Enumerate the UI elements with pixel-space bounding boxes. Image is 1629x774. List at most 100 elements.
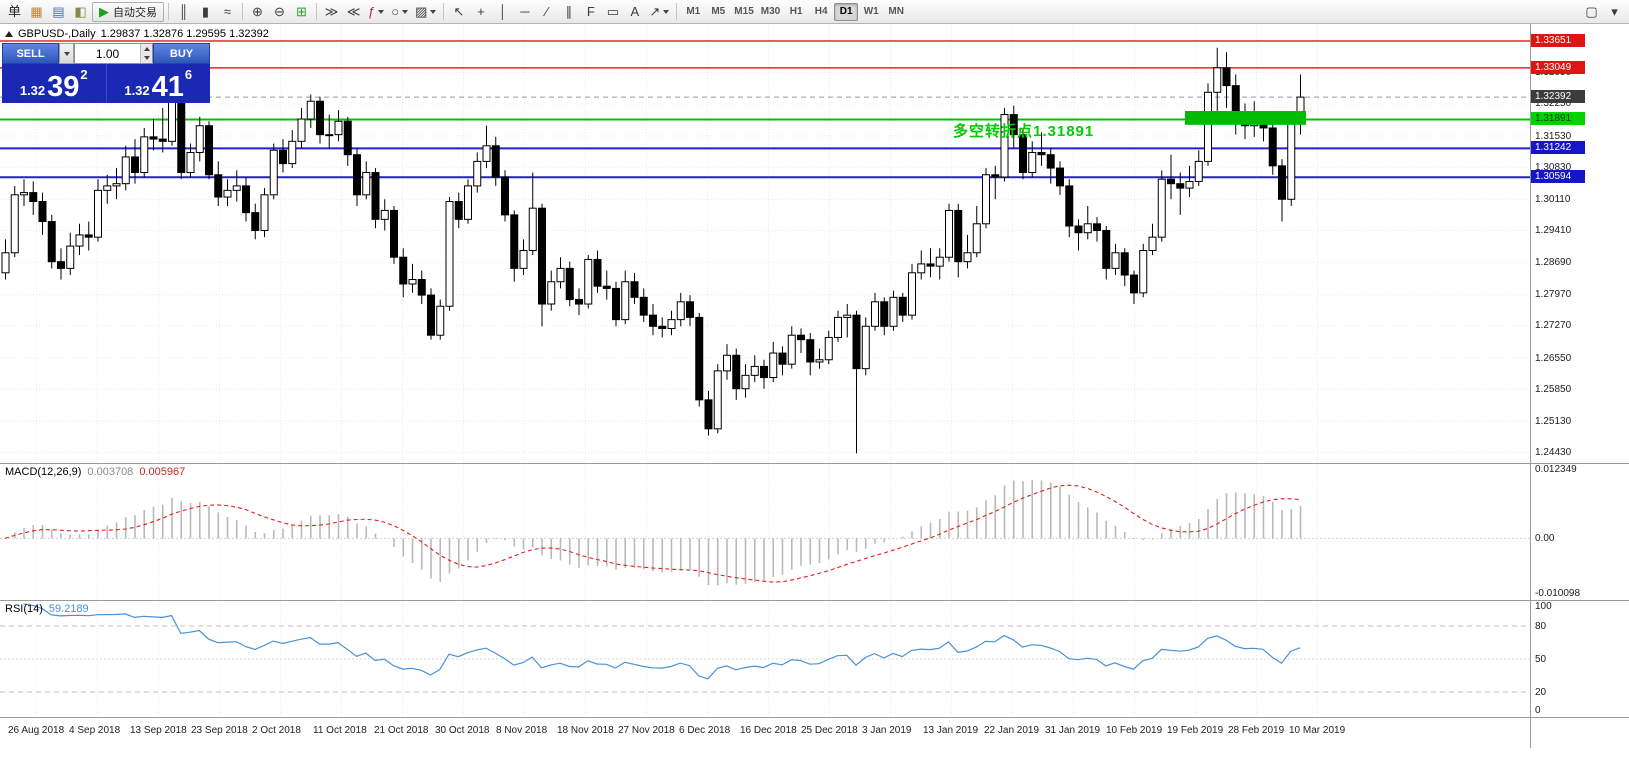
price-tag: 1.33049 [1531, 60, 1585, 74]
rsi-panel[interactable]: RSI(14) 59.2189 [0, 601, 1530, 717]
date-label: 2 Oct 2018 [252, 725, 301, 736]
price-tick-label: 1.30110 [1535, 193, 1571, 205]
bid-price-point: 2 [80, 67, 88, 82]
panel-separator[interactable] [0, 463, 1629, 464]
trendline-icon[interactable]: ∕ [545, 4, 548, 19]
templates-icon[interactable]: ▨ [412, 2, 439, 22]
bid-price-button[interactable]: 1.32 39 2 [2, 64, 107, 103]
horizontal-line-icon[interactable]: ─ [520, 4, 530, 19]
rsi-axis-label: 50 [1535, 654, 1547, 665]
market-watch-icon[interactable]: ▤ [52, 4, 65, 19]
toolbar-separator [242, 3, 243, 20]
date-label: 16 Dec 2018 [740, 725, 797, 736]
rsi-axis-label: 20 [1535, 687, 1547, 698]
tf-w1[interactable]: W1 [863, 6, 879, 17]
ask-price-point: 6 [184, 67, 193, 82]
chart-annotation: 多空转折点1.31891 [953, 123, 1095, 140]
periods-icon[interactable]: ○ [388, 2, 411, 22]
auto-scroll-icon[interactable]: ≫ [324, 4, 339, 19]
chart-shift-icon[interactable]: ≪ [346, 4, 361, 19]
ask-price-button[interactable]: 1.32 41 6 [107, 64, 211, 103]
order-type-dropdown[interactable] [59, 43, 74, 64]
stepper-down-icon[interactable] [141, 53, 152, 63]
candlestick-chart-icon[interactable]: ▮ [201, 4, 210, 19]
date-label: 30 Oct 2018 [435, 725, 490, 736]
date-label: 25 Dec 2018 [801, 725, 858, 736]
tf-h1[interactable]: H1 [789, 6, 803, 17]
tile-windows-icon[interactable]: ⊞ [296, 4, 307, 19]
main-chart-svg[interactable] [0, 24, 1530, 463]
chevron-down-icon [402, 9, 409, 14]
fibonacci-icon[interactable]: F [586, 4, 595, 19]
macd-axis[interactable]: 0.012349 0.00 -0.010098 [1530, 464, 1629, 600]
main-chart-panel[interactable]: GBPUSD-,Daily 1.29837 1.32876 1.29595 1.… [0, 24, 1530, 463]
rsi-axis-label: 0 [1535, 705, 1541, 716]
navigator-icon[interactable]: ◧ [74, 4, 87, 19]
tf-m1[interactable]: M1 [686, 6, 701, 17]
charts-window-icon[interactable]: ▦ [30, 4, 43, 19]
tf-mn[interactable]: MN [888, 6, 904, 17]
rsi-label: RSI(14) [5, 603, 43, 615]
rsi-value: 59.2189 [48, 603, 89, 615]
zoom-in-icon[interactable]: ⊕ [252, 4, 263, 19]
date-label: 31 Jan 2019 [1045, 725, 1101, 736]
date-label: 6 Dec 2018 [679, 725, 731, 736]
rsi-svg[interactable] [0, 601, 1530, 717]
price-tick-label: 1.26550 [1535, 352, 1572, 364]
ask-price-prefix: 1.32 [124, 82, 150, 98]
lot-size-stepper[interactable] [140, 44, 152, 63]
rsi-axis[interactable]: 100 80 50 20 0 [1530, 601, 1629, 717]
crosshair-icon[interactable]: + [477, 4, 485, 19]
panel-separator[interactable] [0, 600, 1629, 601]
macd-svg[interactable] [0, 464, 1530, 600]
price-tick-label: 1.29410 [1535, 225, 1572, 237]
chevron-down-icon [378, 9, 385, 14]
new-order-button[interactable]: 单 [7, 4, 21, 19]
window-menu-icon[interactable]: ▾ [1611, 3, 1618, 19]
price-tick-label: 1.27270 [1535, 320, 1572, 332]
line-chart-icon[interactable]: ≈ [223, 4, 232, 19]
macd-main-value: 0.003708 [87, 466, 134, 478]
date-label: 10 Feb 2019 [1106, 725, 1163, 736]
arrow-tools-icon[interactable]: ↗ [646, 2, 672, 22]
shapes-icon[interactable]: ▭ [606, 4, 620, 19]
buy-button[interactable]: BUY [153, 43, 210, 64]
price-tag: 1.31242 [1531, 141, 1585, 155]
sell-button[interactable]: SELL [2, 43, 59, 64]
channel-icon[interactable]: ∥ [565, 4, 573, 19]
date-label: 8 Nov 2018 [496, 725, 548, 736]
zoom-out-icon[interactable]: ⊖ [274, 4, 285, 19]
tf-d1[interactable]: D1 [834, 2, 859, 21]
tf-h4[interactable]: H4 [814, 6, 828, 17]
stepper-up-icon[interactable] [141, 44, 152, 54]
indicators-icon[interactable]: ƒ [365, 2, 387, 22]
time-axis[interactable]: 26 Aug 2018 4 Sep 2018 13 Sep 2018 23 Sep 2… [0, 718, 1530, 748]
autotrading-button[interactable]: ▶ 自动交易 [92, 1, 164, 22]
date-label: 22 Jan 2019 [984, 725, 1040, 736]
macd-panel[interactable]: MACD(12,26,9) 0.003708 0.005967 [0, 464, 1530, 600]
vertical-line-icon[interactable]: │ [498, 4, 507, 19]
date-label: 18 Nov 2018 [557, 725, 614, 736]
price-axis[interactable]: 1.329501.322501.315301.308301.301101.294… [1530, 24, 1629, 463]
cursor-icon[interactable]: ↖ [453, 4, 465, 19]
text-label-icon[interactable]: A [630, 4, 640, 19]
date-label: 28 Feb 2019 [1228, 725, 1285, 736]
toolbar-separator [676, 3, 678, 20]
new-window-icon[interactable]: ▢ [1585, 3, 1598, 19]
panel-separator[interactable] [0, 717, 1629, 718]
tf-m30[interactable]: M30 [760, 6, 781, 17]
price-tick-label: 1.28690 [1535, 257, 1572, 269]
bid-price-pips: 39 [47, 70, 80, 103]
rsi-axis-label: 80 [1535, 621, 1547, 632]
macd-label: MACD(12,26,9) [5, 466, 82, 478]
symbol-icon [5, 31, 13, 37]
macd-axis-label: -0.010098 [1535, 588, 1581, 599]
price-tag: 1.30594 [1531, 170, 1585, 184]
tf-m5[interactable]: M5 [711, 6, 726, 17]
bar-chart-icon[interactable]: ║ [178, 4, 189, 19]
date-label: 23 Sep 2018 [191, 725, 248, 736]
tf-m15[interactable]: M15 [734, 6, 754, 17]
rsi-header: RSI(14) 59.2189 [5, 603, 89, 615]
lot-size-input[interactable] [75, 44, 141, 63]
